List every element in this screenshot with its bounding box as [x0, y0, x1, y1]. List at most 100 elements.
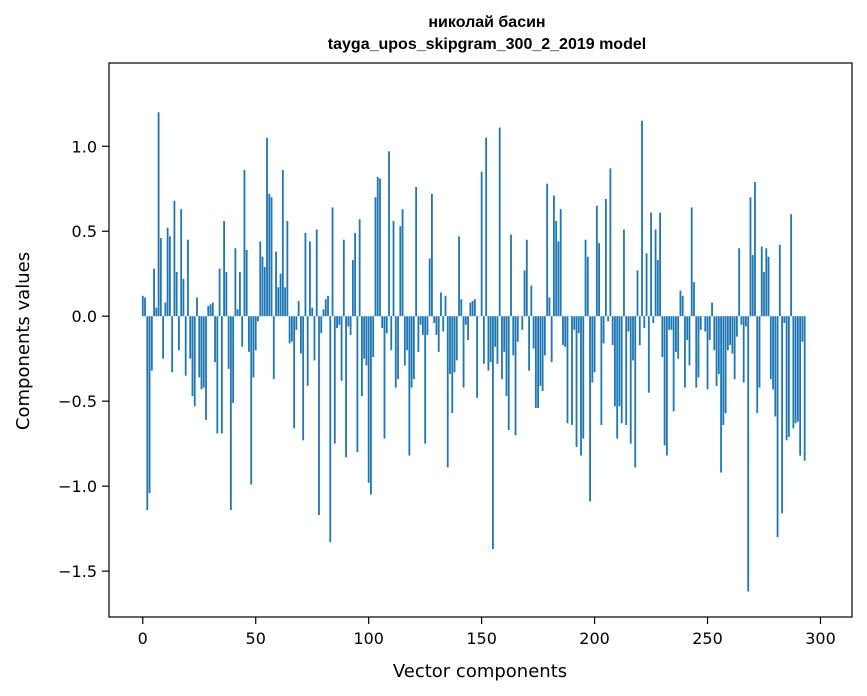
bar	[641, 120, 643, 317]
bar	[690, 207, 693, 317]
bar	[537, 316, 540, 408]
bar	[634, 316, 637, 468]
bar	[697, 316, 700, 378]
bar	[462, 316, 465, 388]
bar	[643, 316, 646, 329]
bar	[455, 316, 458, 361]
bar	[494, 316, 497, 347]
bar	[467, 316, 469, 340]
bar	[749, 197, 752, 317]
bar	[469, 302, 472, 317]
bar	[480, 171, 483, 317]
bar	[252, 316, 255, 378]
bar	[426, 316, 429, 335]
bar	[625, 316, 628, 425]
bar	[783, 316, 786, 324]
bar	[715, 316, 718, 386]
bar	[756, 316, 759, 414]
bar	[803, 316, 806, 461]
bar	[193, 316, 196, 407]
bar	[146, 316, 149, 510]
bar	[566, 316, 569, 424]
bar	[659, 212, 661, 317]
bar	[726, 316, 729, 351]
bar	[361, 316, 363, 397]
bar	[708, 316, 711, 340]
bar	[656, 260, 659, 317]
bar	[351, 260, 354, 317]
bar	[309, 241, 311, 317]
bar	[530, 285, 533, 317]
x-tick-label: 50	[246, 629, 266, 648]
bar	[150, 316, 153, 371]
bar	[155, 307, 158, 317]
x-tick-label: 0	[138, 629, 148, 648]
bar	[695, 316, 698, 388]
bar	[546, 183, 549, 317]
bar	[747, 316, 750, 592]
bar	[632, 316, 634, 361]
bar	[431, 193, 433, 317]
bar	[496, 316, 499, 364]
bar	[266, 137, 268, 317]
bar	[729, 316, 732, 346]
bar	[236, 309, 239, 317]
bar	[607, 316, 610, 322]
bar	[449, 316, 451, 374]
bar	[232, 316, 235, 403]
bar	[239, 272, 241, 317]
bar	[248, 316, 250, 352]
x-tick-label: 300	[805, 629, 836, 648]
bar	[772, 316, 774, 390]
bar	[471, 300, 474, 317]
bar	[600, 316, 603, 425]
bar	[577, 316, 580, 334]
bar	[288, 316, 291, 344]
bar	[595, 205, 598, 317]
bar	[428, 258, 431, 317]
bar	[347, 316, 350, 327]
bar	[159, 238, 162, 317]
bar	[372, 316, 375, 357]
bar	[263, 266, 266, 317]
bar	[799, 316, 802, 456]
bar	[234, 248, 237, 317]
bar	[446, 316, 449, 468]
bar	[227, 316, 230, 369]
bar	[397, 316, 399, 380]
bar	[510, 234, 512, 317]
bar	[184, 316, 187, 376]
bar	[300, 316, 302, 354]
bar	[223, 221, 225, 317]
bar	[684, 316, 686, 388]
bar	[356, 316, 359, 453]
bar	[313, 316, 316, 361]
bar	[442, 316, 445, 332]
bar	[645, 253, 648, 317]
bar	[686, 316, 689, 340]
bar	[485, 137, 488, 317]
bar	[514, 316, 517, 436]
bar	[586, 256, 589, 317]
y-tick-label: 1.0	[72, 137, 97, 156]
bar	[688, 316, 691, 366]
bar	[406, 316, 408, 351]
chart-title: николай басин	[428, 14, 545, 31]
bar	[616, 316, 619, 439]
bar	[363, 316, 366, 359]
bar	[435, 316, 438, 335]
bar	[711, 302, 713, 317]
bar	[801, 316, 804, 342]
bar	[487, 316, 490, 371]
bar	[254, 316, 257, 351]
bar	[370, 316, 372, 495]
bar	[329, 316, 332, 543]
bar	[681, 295, 684, 317]
bar	[559, 209, 562, 317]
bar	[437, 316, 440, 352]
bar	[241, 316, 244, 347]
bar	[787, 316, 790, 437]
y-tick-label: −1.5	[58, 562, 97, 581]
y-axis-ticks: −1.5 −1.0 −0.5 0.0 0.5 1.0	[58, 137, 109, 581]
bar	[270, 197, 273, 317]
